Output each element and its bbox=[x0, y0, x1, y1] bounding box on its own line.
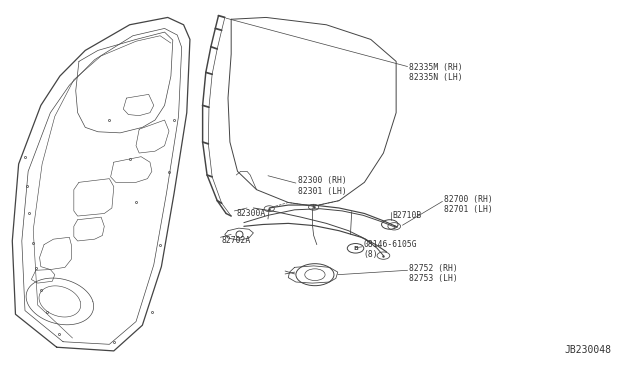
Text: JB230048: JB230048 bbox=[565, 344, 612, 355]
Text: B2710B: B2710B bbox=[392, 211, 422, 220]
Text: 08146-6105G
(8): 08146-6105G (8) bbox=[363, 240, 417, 259]
Text: 82300 (RH)
82301 (LH): 82300 (RH) 82301 (LH) bbox=[298, 176, 346, 196]
Text: 82752 (RH)
82753 (LH): 82752 (RH) 82753 (LH) bbox=[410, 263, 458, 283]
Text: B: B bbox=[353, 246, 358, 251]
Text: 82300A: 82300A bbox=[236, 209, 266, 218]
Text: 82702A: 82702A bbox=[221, 236, 251, 245]
Text: 82700 (RH)
82701 (LH): 82700 (RH) 82701 (LH) bbox=[444, 195, 492, 214]
Text: 82335M (RH)
82335N (LH): 82335M (RH) 82335N (LH) bbox=[409, 63, 463, 82]
